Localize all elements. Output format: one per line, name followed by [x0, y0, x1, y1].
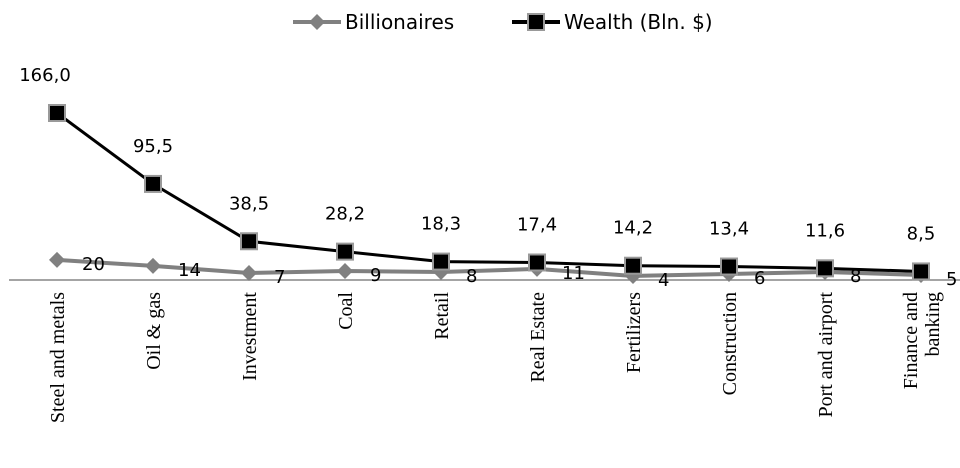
point [240, 232, 258, 251]
x-tick-label: Fertilizers [623, 292, 645, 373]
x-tick-label: Oil & gas [143, 292, 165, 370]
data-label: 11 [562, 263, 585, 284]
data-label: 38,5 [229, 193, 269, 214]
point [816, 259, 834, 278]
point [624, 256, 642, 275]
x-tick-label: Coal [335, 292, 357, 330]
label-line: Construction [719, 292, 741, 395]
data-label: 5 [946, 269, 957, 290]
point [432, 252, 450, 271]
point [528, 253, 546, 272]
label-line: Steel and metals [47, 292, 69, 423]
x-tick-label: Construction [719, 292, 741, 395]
x-tick-label: Investment [239, 292, 261, 381]
data-label: 9 [370, 265, 381, 286]
data-label: 18,3 [421, 214, 461, 235]
point [145, 257, 161, 274]
data-label: 14,2 [613, 218, 653, 239]
data-label: 4 [658, 270, 669, 291]
data-label: 8 [850, 266, 861, 287]
data-label: 8,5 [907, 223, 936, 244]
point [49, 251, 65, 268]
label-line: Oil & gas [143, 292, 165, 370]
point [241, 264, 257, 281]
data-label: 17,4 [517, 214, 557, 235]
label-line: Fertilizers [623, 292, 645, 373]
data-label: 28,2 [325, 204, 365, 225]
label-line: banking [922, 292, 944, 356]
x-tick-label: Finance andbanking [900, 292, 944, 389]
data-label: 14 [178, 260, 201, 281]
label-line: Port and airport [815, 292, 837, 418]
label-line: Investment [239, 292, 261, 381]
x-tick-label: Real Estate [527, 292, 549, 383]
legend-item: Billionaires [293, 10, 454, 34]
x-tick-label: Port and airport [815, 292, 837, 418]
point [48, 104, 66, 122]
data-label: 11,6 [805, 220, 845, 241]
label-line: Retail [431, 292, 453, 340]
point [912, 262, 930, 281]
point [720, 257, 738, 276]
x-tick-label: Retail [431, 292, 453, 340]
series-line [56, 257, 922, 278]
point [144, 174, 162, 193]
label-line: Finance and [900, 292, 922, 389]
data-label: 7 [274, 267, 285, 288]
label-line: Coal [335, 292, 357, 330]
label-line: Real Estate [527, 292, 549, 383]
legend-item: Wealth (Bln. $) [512, 10, 713, 34]
point [336, 242, 354, 261]
data-label: 6 [754, 268, 765, 289]
data-label: 8 [466, 266, 477, 287]
x-tick-label: Steel and metals [47, 292, 69, 423]
data-label: 95,5 [133, 136, 173, 157]
data-label: 20 [82, 254, 105, 275]
series-line [56, 111, 922, 273]
point [337, 262, 353, 279]
data-label: 166,0 [19, 65, 71, 86]
legend-marker [527, 13, 545, 31]
legend-label: Billionaires [345, 10, 454, 34]
legend-label: Wealth (Bln. $) [564, 10, 713, 34]
data-label: 13,4 [709, 219, 749, 240]
legend-marker [309, 14, 325, 30]
